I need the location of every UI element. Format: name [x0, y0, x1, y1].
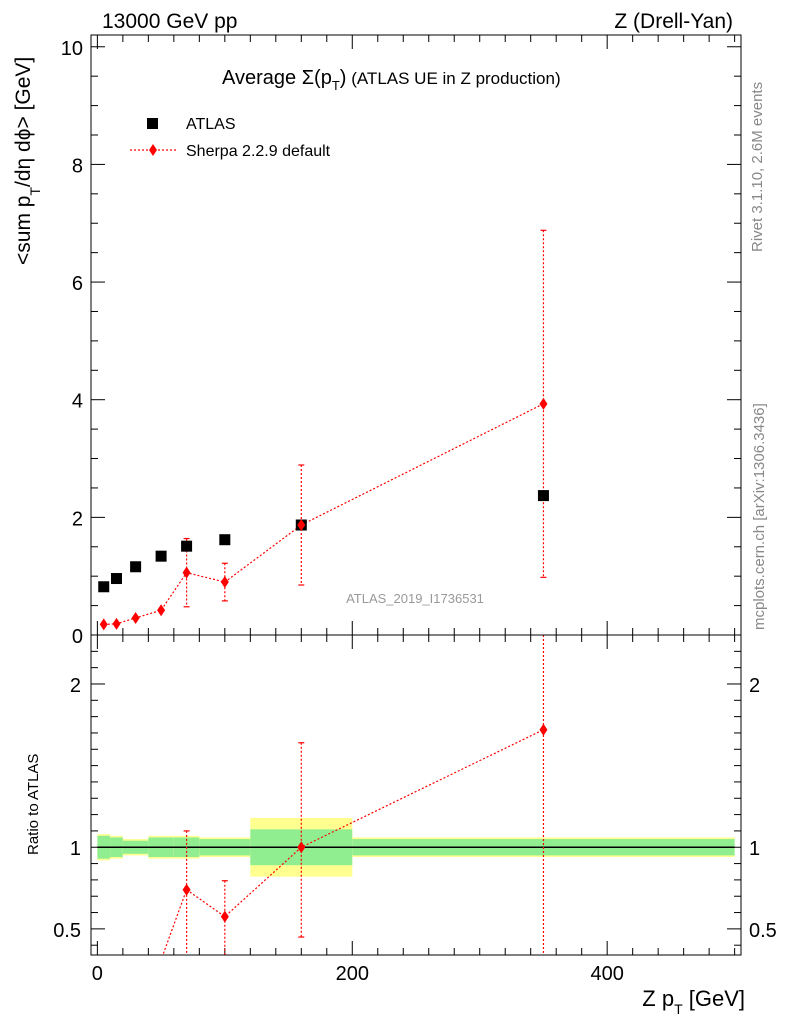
y-tick-label: 6 — [72, 273, 83, 295]
main-series-layer — [98, 229, 549, 631]
chart-title: Average Σ(pT) (ATLAS UE in Z production) — [222, 67, 561, 93]
legend-atlas-label: ATLAS — [186, 116, 236, 133]
x-tick-label: 200 — [336, 963, 369, 985]
atlas-point — [98, 581, 110, 593]
atlas-point — [219, 534, 231, 546]
ratio-y-tick-label-left: 1 — [70, 838, 81, 860]
y-tick-label: 0 — [72, 626, 83, 648]
process-label: Z (Drell-Yan) — [614, 10, 733, 33]
legend-sherpa-marker — [149, 144, 157, 156]
sherpa-point — [297, 519, 306, 531]
ratio-axis-ticks: 0 200 400 0.5 0.5 1 1 2 2 — [53, 635, 777, 985]
ratio-y-tick-label-left: 0.5 — [53, 920, 81, 942]
legend-atlas-marker — [147, 118, 158, 129]
y-tick-label: 8 — [72, 155, 83, 177]
atlas-point — [110, 573, 122, 585]
sherpa-point — [220, 576, 229, 589]
sherpa-point — [112, 617, 121, 630]
y-tick-label: 4 — [72, 391, 83, 413]
ratio-y-tick-label-right: 2 — [749, 675, 760, 697]
ratio-y-tick-label-right: 1 — [749, 838, 760, 860]
collision-energy-label: 13000 GeV pp — [102, 10, 237, 33]
sherpa-point — [182, 566, 191, 579]
y-tick-label: 2 — [72, 508, 83, 530]
legend: ATLAS Sherpa 2.2.9 default — [130, 116, 331, 160]
ratio-y-tick-label-right: 0.5 — [749, 920, 777, 942]
x-tick-label: 400 — [590, 963, 623, 985]
x-tick-label: 0 — [92, 963, 103, 985]
ratio-series-layer — [162, 635, 548, 955]
sherpa-point — [99, 618, 108, 631]
x-axis-label: Z pT [GeV] — [642, 986, 745, 1017]
atlas-point — [181, 540, 193, 552]
ratio-y-tick-label-left: 2 — [70, 675, 81, 697]
sherpa-ratio-point — [539, 723, 548, 736]
y-axis-label: <sum pT/dη dϕ> [GeV] — [12, 57, 43, 265]
sherpa-point — [539, 397, 548, 410]
sherpa-point — [131, 611, 140, 624]
atlas-point — [537, 490, 549, 502]
ratio-y-axis-label: Ratio to ATLAS — [25, 754, 42, 855]
y-tick-label: 10 — [61, 38, 83, 60]
sherpa-ratio-line — [162, 729, 544, 955]
rivet-version-label: Rivet 3.1.10, 2.6M events — [749, 82, 766, 252]
ratio-uncertainty-band — [97, 817, 735, 877]
ratio-clip-group — [162, 635, 548, 955]
sherpa-ratio-point — [220, 910, 229, 923]
sherpa-ratio-point — [297, 841, 306, 854]
ratio-plot-frame — [90, 634, 742, 956]
legend-sherpa-label: Sherpa 2.2.9 default — [186, 143, 331, 160]
main-axis-ticks: 0 2 4 6 8 10 — [61, 35, 741, 648]
atlas-point — [130, 561, 142, 573]
sherpa-ratio-point — [182, 883, 191, 896]
sherpa-point — [157, 604, 166, 617]
source-url-label: mcplots.cern.ch [arXiv:1306.3436] — [751, 403, 768, 630]
analysis-id-label: ATLAS_2019_I1736531 — [346, 591, 484, 606]
atlas-point — [155, 550, 167, 562]
